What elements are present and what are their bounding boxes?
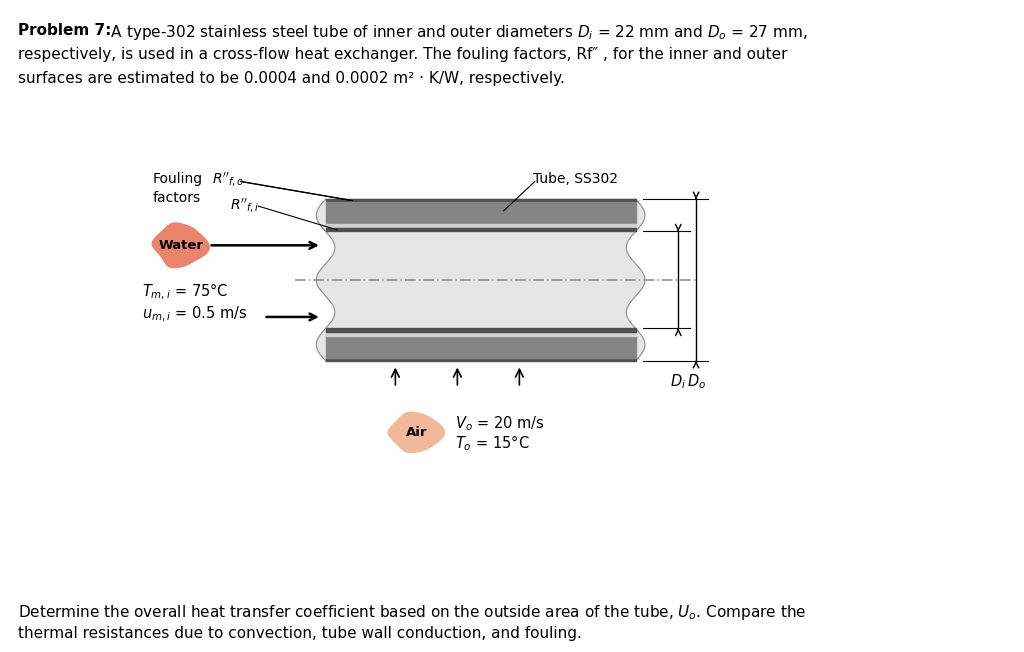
Text: $T_o$ = 15°C: $T_o$ = 15°C xyxy=(455,434,529,453)
Text: factors: factors xyxy=(153,190,201,205)
Text: $D_i$: $D_i$ xyxy=(671,372,686,391)
Polygon shape xyxy=(388,412,444,452)
Text: Water: Water xyxy=(158,239,203,252)
Polygon shape xyxy=(153,223,209,268)
Text: $u_{m,i}$ = 0.5 m/s: $u_{m,i}$ = 0.5 m/s xyxy=(142,304,248,324)
Text: Tube, SS302: Tube, SS302 xyxy=(532,172,617,186)
Text: Fouling: Fouling xyxy=(153,172,203,186)
Polygon shape xyxy=(316,199,645,361)
Text: respectively, is used in a cross-flow heat exchanger. The fouling factors, Rf″ ,: respectively, is used in a cross-flow he… xyxy=(18,47,787,62)
Text: A type-302 stainless steel tube of inner and outer diameters $D_i$ = 22 mm and $: A type-302 stainless steel tube of inner… xyxy=(106,23,808,42)
Text: Air: Air xyxy=(406,426,427,439)
Text: $T_{m,i}$ = 75°C: $T_{m,i}$ = 75°C xyxy=(142,282,228,302)
Text: $R''_{f,o}$: $R''_{f,o}$ xyxy=(212,171,244,189)
Text: Determine the overall heat transfer coefficient based on the outside area of the: Determine the overall heat transfer coef… xyxy=(18,603,807,622)
Text: $D_o$: $D_o$ xyxy=(686,372,706,391)
Text: Problem 7:: Problem 7: xyxy=(18,23,112,38)
Text: $R''_{f,i}$: $R''_{f,i}$ xyxy=(230,197,260,215)
Text: thermal resistances due to convection, tube wall conduction, and fouling.: thermal resistances due to convection, t… xyxy=(18,626,583,641)
Text: $V_o$ = 20 m/s: $V_o$ = 20 m/s xyxy=(455,414,545,432)
Text: surfaces are estimated to be 0.0004 and 0.0002 m² · K/W, respectively.: surfaces are estimated to be 0.0004 and … xyxy=(18,71,565,86)
